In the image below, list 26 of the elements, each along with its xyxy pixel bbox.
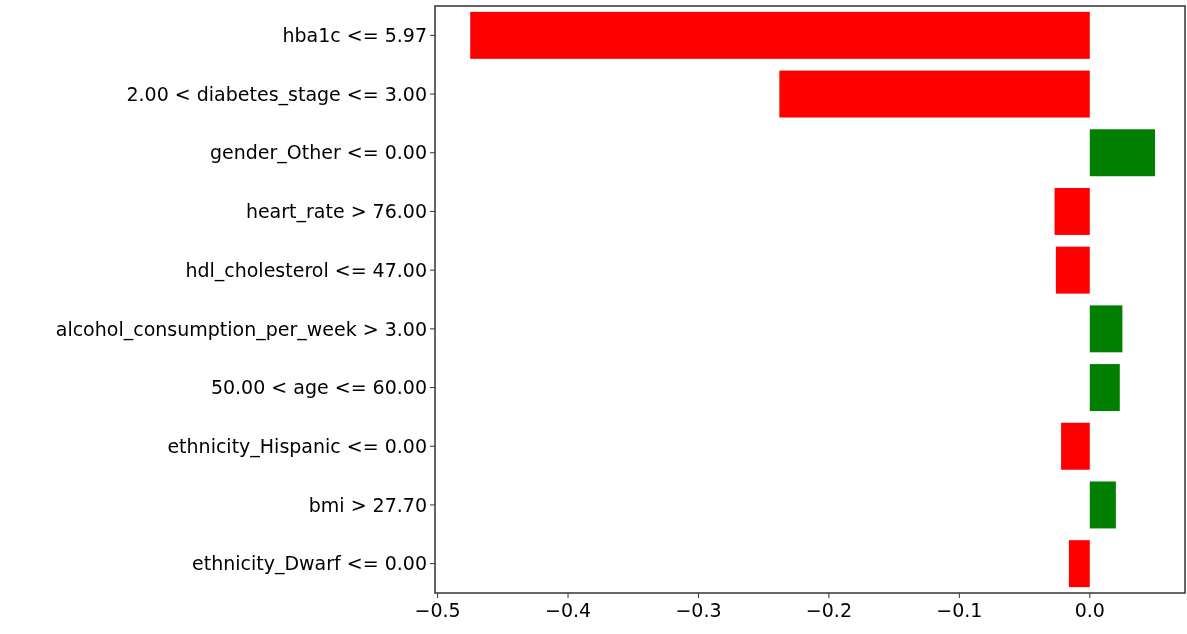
bar (1089, 129, 1155, 177)
bar (1068, 540, 1090, 588)
y-tick-label: hba1c <= 5.97 (282, 24, 427, 46)
x-tick-label: −0.3 (675, 599, 722, 621)
bar (1089, 481, 1116, 529)
y-tick-label: bmi > 27.70 (308, 493, 427, 516)
x-tick-label: −0.4 (544, 599, 592, 621)
bar (1054, 187, 1090, 235)
y-tick-label: ethnicity_Hispanic <= 0.00 (167, 434, 427, 458)
y-tick-label: heart_rate > 76.00 (245, 200, 427, 224)
x-tick-label: −0.5 (414, 599, 461, 621)
bar (779, 70, 1090, 118)
y-tick-label: ethnicity_Dwarf <= 0.00 (192, 552, 427, 576)
bar (1089, 305, 1123, 353)
bar (470, 11, 1090, 59)
y-tick-label: gender_Other <= 0.00 (209, 141, 427, 165)
x-tick-label: −0.1 (936, 599, 983, 621)
y-tick-label: 50.00 < age <= 60.00 (210, 376, 427, 399)
x-tick-label: 0.0 (1074, 599, 1105, 621)
x-tick-label: −0.2 (805, 599, 852, 621)
bar (1089, 364, 1120, 412)
y-tick-label: hdl_cholesterol <= 47.00 (185, 258, 427, 282)
bar (1061, 422, 1090, 470)
y-tick-label: 2.00 < diabetes_stage <= 3.00 (126, 82, 427, 106)
bar (1055, 246, 1090, 294)
y-tick-label: alcohol_consumption_per_week > 3.00 (55, 317, 427, 341)
